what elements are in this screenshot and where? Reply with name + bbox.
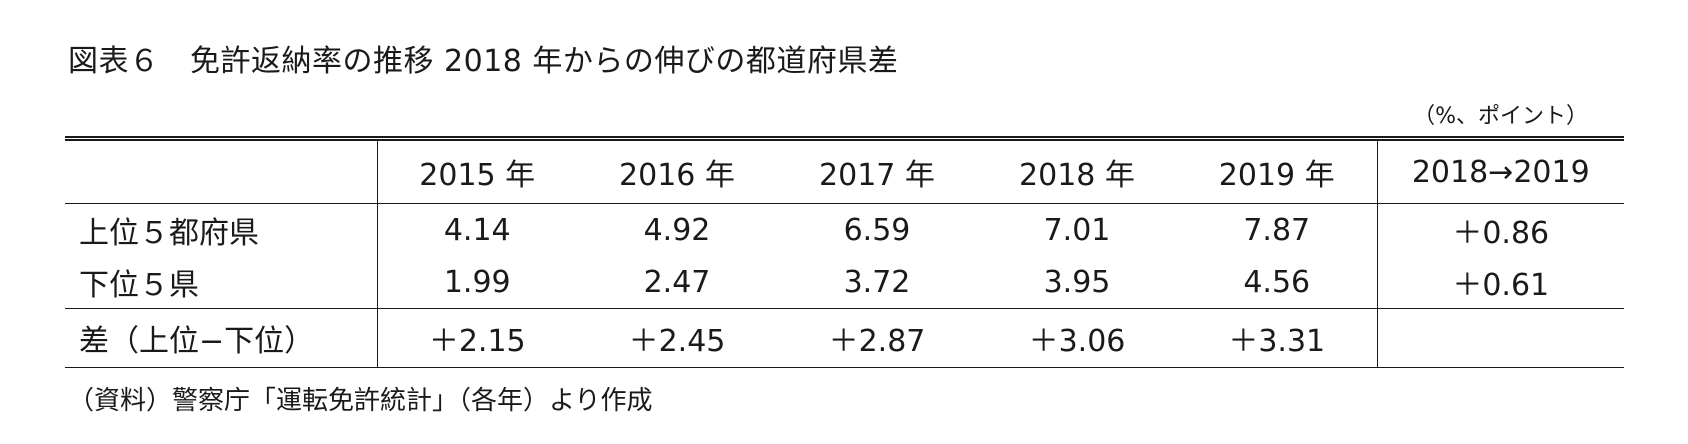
table-row-difference: 差（上位−下位） ＋2.15 ＋2.45 ＋2.87 ＋3.06 ＋3.31 bbox=[65, 308, 1624, 368]
row-label: 上位５都府県 bbox=[65, 203, 378, 256]
table-cell: 4.14 bbox=[443, 212, 511, 248]
table-row: 上位５都府県 4.14 4.92 6.59 7.01 7.87 ＋0.86 bbox=[65, 203, 1624, 256]
change-cell: ＋0.61 bbox=[1452, 268, 1550, 303]
table-cell: ＋2.15 bbox=[377, 308, 577, 368]
table-cell: 3.72 bbox=[843, 264, 911, 300]
header-cell-2016: 2016 年 bbox=[577, 138, 777, 204]
header-cell-2017: 2017 年 bbox=[777, 138, 977, 204]
data-table: 2015 年 2016 年 2017 年 2018 年 2019 年 2018→… bbox=[65, 136, 1624, 368]
table-cell: 7.01 bbox=[1043, 212, 1111, 248]
table-cell: 2.47 bbox=[643, 264, 711, 300]
header-cell-2018: 2018 年 bbox=[977, 138, 1177, 204]
header-cell-blank bbox=[65, 138, 378, 204]
table-cell: 6.59 bbox=[843, 212, 911, 248]
table-cell: ＋2.45 bbox=[577, 308, 777, 368]
table-cell: ＋3.31 bbox=[1177, 308, 1378, 368]
row-label: 下位５県 bbox=[65, 256, 378, 309]
data-table-container: 2015 年 2016 年 2017 年 2018 年 2019 年 2018→… bbox=[65, 136, 1624, 368]
table-cell: 4.56 bbox=[1177, 256, 1378, 309]
header-cell-2015: 2015 年 bbox=[377, 138, 577, 204]
page-title: 図表６ 免許返納率の推移 2018 年からの伸びの都道府県差 bbox=[68, 44, 899, 79]
table-cell: 4.92 bbox=[643, 212, 711, 248]
table-cell: 3.95 bbox=[1043, 264, 1111, 300]
table-cell: 7.87 bbox=[1177, 203, 1378, 256]
unit-note: （%、ポイント） bbox=[1413, 104, 1588, 129]
table-cell: 1.99 bbox=[443, 264, 511, 300]
source-note: （資料）警察庁「運転免許統計」（各年）より作成 bbox=[68, 386, 653, 416]
table-cell: ＋3.06 bbox=[977, 308, 1177, 368]
row-label: 差（上位−下位） bbox=[65, 308, 378, 368]
table-row: 下位５県 1.99 2.47 3.72 3.95 4.56 ＋0.61 bbox=[65, 256, 1624, 309]
change-cell bbox=[1377, 308, 1624, 368]
table-cell: ＋2.87 bbox=[777, 308, 977, 368]
change-cell: ＋0.86 bbox=[1452, 216, 1550, 251]
header-cell-change: 2018→2019 bbox=[1377, 138, 1624, 204]
table-header-row: 2015 年 2016 年 2017 年 2018 年 2019 年 2018→… bbox=[65, 138, 1624, 204]
header-cell-2019: 2019 年 bbox=[1177, 138, 1378, 204]
